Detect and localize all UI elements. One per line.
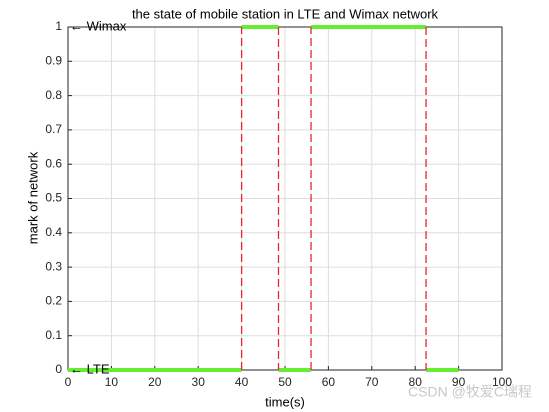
y-tick-label: 0.8 (45, 88, 62, 102)
y-tick-label: 0.9 (45, 53, 62, 67)
x-tick-label: 30 (192, 375, 206, 389)
x-tick-label: 80 (409, 375, 423, 389)
x-tick-label: 20 (148, 375, 162, 389)
state-line (68, 25, 459, 372)
x-tick-label: 90 (452, 375, 466, 389)
x-tick-label: 40 (235, 375, 249, 389)
y-tick-label: 0.6 (45, 156, 62, 170)
y-axis-label: mark of network (25, 151, 40, 244)
y-tick-label: 0.2 (45, 294, 62, 308)
x-tick-label: 0 (65, 375, 72, 389)
y-tick-label: 0.1 (45, 328, 62, 342)
y-tick-label: 0.5 (45, 191, 62, 205)
x-tick-label: 10 (105, 375, 119, 389)
y-tick-label: 1 (55, 19, 62, 33)
x-tick-label: 100 (492, 375, 512, 389)
chart-title: the state of mobile station in LTE and W… (132, 6, 439, 21)
x-tick-label: 70 (365, 375, 379, 389)
x-axis-label: time(s) (265, 394, 305, 409)
y-tick-label: 0.3 (45, 259, 62, 273)
x-tick-label: 60 (322, 375, 336, 389)
annotation: ← Wimax (70, 18, 127, 33)
watermark: CSDN @牧爱C瑞程 (408, 384, 532, 400)
y-tick-label: 0 (55, 362, 62, 376)
y-tick-label: 0.7 (45, 122, 62, 136)
switch-line (240, 27, 427, 370)
annotation: ← LTE (70, 361, 110, 376)
y-tick-label: 0.4 (45, 225, 62, 239)
x-tick-label: 50 (278, 375, 292, 389)
